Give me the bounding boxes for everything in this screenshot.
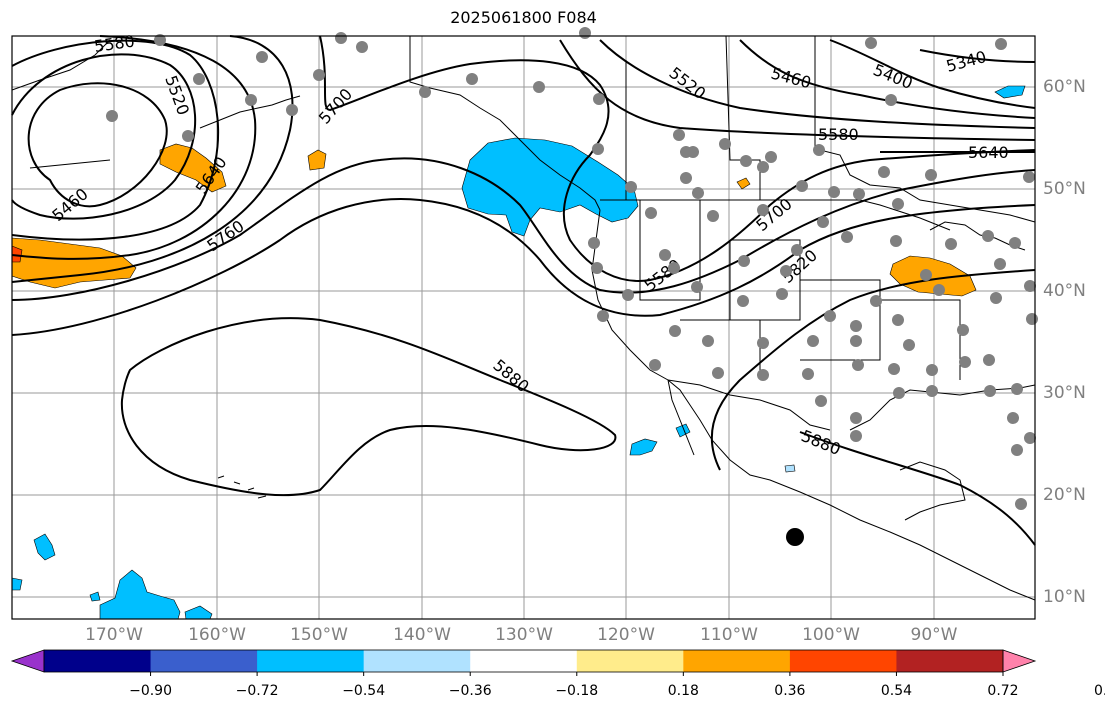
colorbar-tick-label: 0.54	[880, 683, 913, 699]
colorbar-outline	[43, 649, 1004, 673]
border-states-1	[639, 200, 701, 301]
colorbar-tick-label: −0.90	[129, 683, 172, 699]
map-title: 2025061800 F084	[450, 8, 597, 27]
lon-label: 120°W	[597, 625, 655, 645]
border-us-canada	[600, 199, 951, 231]
colorbar-tick-label: −0.18	[555, 683, 599, 699]
shade-small-neg-4	[994, 85, 1026, 99]
contour-5640-low	[11, 35, 257, 260]
lat-label: 60°N	[1043, 77, 1086, 97]
station-markers	[106, 27, 1038, 510]
shade-tropic-neg-4	[11, 577, 23, 591]
shade-small-neg-3	[784, 464, 796, 473]
contour-5880-mexico	[710, 269, 1036, 546]
border-us-mexico	[667, 379, 831, 431]
colorbar-segment	[150, 650, 258, 672]
colorbar-tick-label: −0.36	[448, 683, 492, 699]
colorbar-segment	[470, 650, 578, 672]
map-frame	[11, 35, 1036, 620]
height-contours	[11, 35, 1036, 546]
graticule	[12, 36, 1035, 619]
contour-label: 5580	[818, 125, 859, 144]
colorbar-tick-label: 0.36	[774, 683, 806, 699]
colorbar-segment	[44, 650, 152, 672]
colorbar-extend-max	[1002, 649, 1037, 673]
contour-5520-low	[11, 53, 196, 220]
colorbar-tick-label: 0.72	[987, 683, 1019, 699]
shade-pos-aleutian	[159, 143, 227, 193]
lat-label: 50°N	[1043, 179, 1086, 199]
coast-yucatan	[899, 461, 966, 521]
contour-5700	[11, 35, 1036, 283]
contour-5760	[11, 157, 1036, 301]
lat-label: 30°N	[1043, 383, 1086, 403]
bering-islands	[29, 159, 111, 169]
colorbar-tick-label: −0.72	[235, 683, 279, 699]
shade-tropic-neg-3	[184, 605, 213, 620]
feature-marker	[786, 528, 804, 546]
hawaii-islands	[217, 475, 267, 499]
colorbar-extend-min	[10, 649, 45, 673]
lat-label: 10°N	[1043, 587, 1086, 607]
lat-label: 20°N	[1043, 485, 1086, 505]
shade-pos-small-1	[307, 149, 327, 171]
lon-label: 110°W	[700, 625, 758, 645]
colorbar-segment	[789, 650, 897, 672]
shade-pos-small-2	[736, 177, 751, 190]
siberia-coast	[11, 39, 111, 91]
shade-pos-midwest	[889, 255, 977, 297]
lon-label: 170°W	[85, 625, 143, 645]
coast-aleutians	[199, 95, 301, 129]
contour-label: 5640	[968, 143, 1009, 162]
shade-small-neg-1	[629, 438, 658, 456]
colorbar-segment	[576, 650, 684, 672]
shade-pos-west	[11, 237, 137, 289]
lon-label: 150°W	[290, 625, 348, 645]
lon-label: 90°W	[910, 625, 958, 645]
contour-5460-low	[27, 82, 168, 208]
colorbar-segment	[683, 650, 791, 672]
contour-5460-east	[739, 39, 1036, 119]
lon-label: 100°W	[802, 625, 860, 645]
lon-label: 140°W	[393, 625, 451, 645]
contour-5340	[919, 49, 1036, 63]
coast-west-us	[591, 209, 1036, 601]
contour-5580-low	[11, 39, 220, 241]
contour-5520-east	[599, 39, 1036, 129]
shade-tropic-neg-1	[33, 533, 56, 561]
colorbar-tick-label: −0.54	[342, 683, 386, 699]
border-states-5	[880, 299, 961, 380]
colorbar-segment	[896, 650, 1004, 672]
colorbar-segment	[257, 650, 365, 672]
colorbar	[10, 649, 1037, 676]
contour-5820	[11, 198, 1036, 336]
contour-5400	[829, 39, 1036, 109]
colorbar-tick-label: 0.90	[1093, 683, 1105, 699]
lon-label: 130°W	[495, 625, 553, 645]
shade-alaska-negative	[461, 137, 639, 237]
border-states-4	[680, 319, 761, 380]
lat-label: 40°N	[1043, 281, 1086, 301]
contour-5580-east	[559, 39, 1036, 141]
coast-baja	[667, 379, 695, 456]
contour-5880-pacific	[120, 317, 617, 497]
shade-small-neg-5	[89, 591, 101, 602]
lon-label: 160°W	[188, 625, 246, 645]
border-states-3	[800, 279, 881, 361]
colorbar-tick-label: 0.18	[667, 683, 699, 699]
shaded-fields	[11, 85, 1026, 620]
colorbar-segment	[363, 650, 471, 672]
